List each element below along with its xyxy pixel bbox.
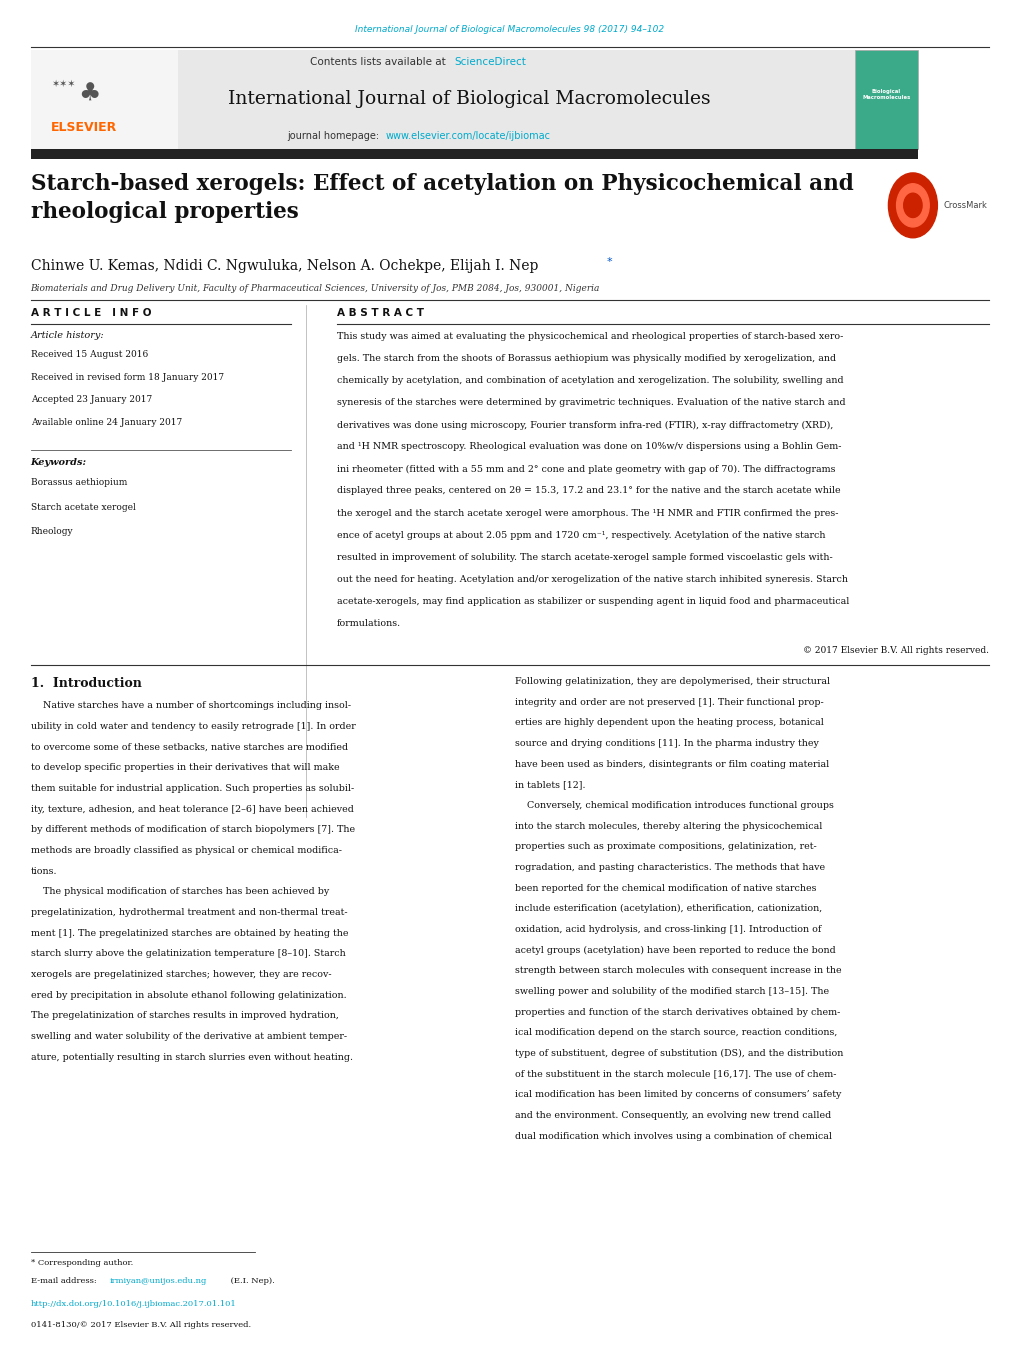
- Text: Contents lists available at: Contents lists available at: [310, 57, 448, 68]
- Text: dual modification which involves using a combination of chemical: dual modification which involves using a…: [515, 1132, 832, 1140]
- Text: International Journal of Biological Macromolecules: International Journal of Biological Macr…: [227, 89, 710, 108]
- Text: of the substituent in the starch molecule [16,17]. The use of chem-: of the substituent in the starch molecul…: [515, 1070, 836, 1078]
- Text: Starch acetate xerogel: Starch acetate xerogel: [31, 503, 136, 512]
- Text: include esterification (acetylation), etherification, cationization,: include esterification (acetylation), et…: [515, 904, 821, 913]
- Text: (E.I. Nep).: (E.I. Nep).: [228, 1277, 275, 1285]
- Text: http://dx.doi.org/10.1016/j.ijbiomac.2017.01.101: http://dx.doi.org/10.1016/j.ijbiomac.201…: [31, 1300, 236, 1308]
- Text: ity, texture, adhesion, and heat tolerance [2–6] have been achieved: ity, texture, adhesion, and heat toleran…: [31, 805, 354, 813]
- Text: ScienceDirect: ScienceDirect: [453, 57, 525, 68]
- Text: ini rheometer (fitted with a 55 mm and 2° cone and plate geometry with gap of 70: ini rheometer (fitted with a 55 mm and 2…: [336, 465, 835, 474]
- Text: erties are highly dependent upon the heating process, botanical: erties are highly dependent upon the hea…: [515, 719, 823, 727]
- Text: journal homepage:: journal homepage:: [287, 131, 382, 142]
- Text: Keywords:: Keywords:: [31, 458, 87, 467]
- Text: to develop specific properties in their derivatives that will make: to develop specific properties in their …: [31, 763, 339, 773]
- Text: Available online 24 January 2017: Available online 24 January 2017: [31, 417, 181, 427]
- Text: ✶✶✶: ✶✶✶: [51, 78, 75, 89]
- Text: 1.  Introduction: 1. Introduction: [31, 677, 142, 690]
- Text: rogradation, and pasting characteristics. The methods that have: rogradation, and pasting characteristics…: [515, 863, 824, 871]
- Text: ELSEVIER: ELSEVIER: [51, 120, 117, 134]
- Text: strength between starch molecules with consequent increase in the: strength between starch molecules with c…: [515, 966, 841, 975]
- Text: The pregelatinization of starches results in improved hydration,: The pregelatinization of starches result…: [31, 1011, 338, 1020]
- Text: to overcome some of these setbacks, native starches are modified: to overcome some of these setbacks, nati…: [31, 743, 347, 751]
- Text: formulations.: formulations.: [336, 619, 400, 628]
- Text: into the starch molecules, thereby altering the physicochemical: into the starch molecules, thereby alter…: [515, 821, 821, 831]
- Text: A R T I C L E   I N F O: A R T I C L E I N F O: [31, 308, 151, 317]
- Text: irmiyan@unijos.edu.ng: irmiyan@unijos.edu.ng: [110, 1277, 207, 1285]
- Text: and the environment. Consequently, an evolving new trend called: and the environment. Consequently, an ev…: [515, 1111, 830, 1120]
- Text: This study was aimed at evaluating the physicochemical and rheological propertie: This study was aimed at evaluating the p…: [336, 332, 842, 342]
- Text: pregelatinization, hydrothermal treatment and non-thermal treat-: pregelatinization, hydrothermal treatmen…: [31, 908, 346, 917]
- Text: Borassus aethiopium: Borassus aethiopium: [31, 478, 126, 488]
- FancyBboxPatch shape: [31, 50, 178, 149]
- Text: oxidation, acid hydrolysis, and cross-linking [1]. Introduction of: oxidation, acid hydrolysis, and cross-li…: [515, 925, 820, 934]
- FancyBboxPatch shape: [31, 149, 917, 159]
- Circle shape: [888, 173, 936, 238]
- Text: gels. The starch from the shoots of Borassus aethiopium was physically modified : gels. The starch from the shoots of Bora…: [336, 354, 835, 363]
- Text: them suitable for industrial application. Such properties as solubil-: them suitable for industrial application…: [31, 784, 354, 793]
- Text: www.elsevier.com/locate/ijbiomac: www.elsevier.com/locate/ijbiomac: [385, 131, 550, 142]
- Text: properties such as proximate compositions, gelatinization, ret-: properties such as proximate composition…: [515, 842, 816, 851]
- Text: ered by precipitation in absolute ethanol following gelatinization.: ered by precipitation in absolute ethano…: [31, 990, 345, 1000]
- Text: derivatives was done using microscopy, Fourier transform infra-red (FTIR), x-ray: derivatives was done using microscopy, F…: [336, 420, 833, 430]
- Text: been reported for the chemical modification of native starches: been reported for the chemical modificat…: [515, 884, 816, 893]
- Text: the xerogel and the starch acetate xerogel were amorphous. The ¹H NMR and FTIR c: the xerogel and the starch acetate xerog…: [336, 508, 838, 517]
- Text: swelling and water solubility of the derivative at ambient temper-: swelling and water solubility of the der…: [31, 1032, 346, 1040]
- Text: Rheology: Rheology: [31, 527, 73, 536]
- Text: The physical modification of starches has been achieved by: The physical modification of starches ha…: [31, 888, 328, 896]
- Text: ature, potentially resulting in starch slurries even without heating.: ature, potentially resulting in starch s…: [31, 1052, 353, 1062]
- Text: CrossMark: CrossMark: [943, 201, 986, 209]
- Text: Starch-based xerogels: Effect of acetylation on Physicochemical and
rheological : Starch-based xerogels: Effect of acetyla…: [31, 173, 853, 223]
- Text: source and drying conditions [11]. In the pharma industry they: source and drying conditions [11]. In th…: [515, 739, 818, 748]
- Text: Received in revised form 18 January 2017: Received in revised form 18 January 2017: [31, 373, 223, 381]
- Text: 0141-8130/© 2017 Elsevier B.V. All rights reserved.: 0141-8130/© 2017 Elsevier B.V. All right…: [31, 1321, 251, 1329]
- Circle shape: [903, 193, 921, 218]
- Text: in tablets [12].: in tablets [12].: [515, 781, 585, 789]
- Text: acetate-xerogels, may find application as stabilizer or suspending agent in liqu: acetate-xerogels, may find application a…: [336, 597, 848, 605]
- Text: Chinwe U. Kemas, Ndidi C. Ngwuluka, Nelson A. Ochekpe, Elijah I. Nep: Chinwe U. Kemas, Ndidi C. Ngwuluka, Nels…: [31, 259, 537, 273]
- Text: xerogels are pregelatinized starches; however, they are recov-: xerogels are pregelatinized starches; ho…: [31, 970, 331, 979]
- Text: properties and function of the starch derivatives obtained by chem-: properties and function of the starch de…: [515, 1008, 840, 1016]
- Text: and ¹H NMR spectroscopy. Rheological evaluation was done on 10%w/v dispersions u: and ¹H NMR spectroscopy. Rheological eva…: [336, 443, 841, 451]
- Text: E-mail address:: E-mail address:: [31, 1277, 99, 1285]
- Text: Biological
Macromolecules: Biological Macromolecules: [861, 89, 910, 100]
- Text: ical modification depend on the starch source, reaction conditions,: ical modification depend on the starch s…: [515, 1028, 837, 1038]
- Text: chemically by acetylation, and combination of acetylation and xerogelization. Th: chemically by acetylation, and combinati…: [336, 377, 843, 385]
- Text: type of substituent, degree of substitution (DS), and the distribution: type of substituent, degree of substitut…: [515, 1048, 843, 1058]
- Text: © 2017 Elsevier B.V. All rights reserved.: © 2017 Elsevier B.V. All rights reserved…: [803, 646, 988, 655]
- Text: *: *: [606, 257, 612, 266]
- Text: displayed three peaks, centered on 2θ = 15.3, 17.2 and 23.1° for the native and : displayed three peaks, centered on 2θ = …: [336, 486, 840, 496]
- Text: Received 15 August 2016: Received 15 August 2016: [31, 350, 148, 359]
- Text: swelling power and solubility of the modified starch [13–15]. The: swelling power and solubility of the mod…: [515, 986, 828, 996]
- Text: tions.: tions.: [31, 866, 57, 875]
- Text: starch slurry above the gelatinization temperature [8–10]. Starch: starch slurry above the gelatinization t…: [31, 950, 345, 958]
- Text: ment [1]. The pregelatinized starches are obtained by heating the: ment [1]. The pregelatinized starches ar…: [31, 928, 347, 938]
- FancyBboxPatch shape: [31, 50, 917, 149]
- Text: International Journal of Biological Macromolecules 98 (2017) 94–102: International Journal of Biological Macr…: [355, 26, 664, 34]
- Text: ♣: ♣: [78, 81, 101, 105]
- Text: Native starches have a number of shortcomings including insol-: Native starches have a number of shortco…: [31, 701, 351, 711]
- Text: Accepted 23 January 2017: Accepted 23 January 2017: [31, 396, 152, 404]
- Text: ical modification has been limited by concerns of consumers’ safety: ical modification has been limited by co…: [515, 1090, 841, 1100]
- Text: * Corresponding author.: * Corresponding author.: [31, 1259, 132, 1267]
- Text: Biomaterials and Drug Delivery Unit, Faculty of Pharmaceutical Sciences, Univers: Biomaterials and Drug Delivery Unit, Fac…: [31, 284, 599, 293]
- Text: A B S T R A C T: A B S T R A C T: [336, 308, 423, 317]
- Text: ence of acetyl groups at about 2.05 ppm and 1720 cm⁻¹, respectively. Acetylation: ence of acetyl groups at about 2.05 ppm …: [336, 531, 824, 539]
- Text: Following gelatinization, they are depolymerised, their structural: Following gelatinization, they are depol…: [515, 677, 829, 686]
- Text: Conversely, chemical modification introduces functional groups: Conversely, chemical modification introd…: [515, 801, 834, 809]
- Text: Article history:: Article history:: [31, 331, 104, 340]
- Circle shape: [896, 184, 928, 227]
- Text: methods are broadly classified as physical or chemical modifica-: methods are broadly classified as physic…: [31, 846, 341, 855]
- Text: ubility in cold water and tendency to easily retrograde [1]. In order: ubility in cold water and tendency to ea…: [31, 721, 355, 731]
- Text: have been used as binders, disintegrants or film coating material: have been used as binders, disintegrants…: [515, 759, 828, 769]
- Text: resulted in improvement of solubility. The starch acetate-xerogel sample formed : resulted in improvement of solubility. T…: [336, 553, 832, 562]
- FancyBboxPatch shape: [854, 50, 917, 149]
- Text: integrity and order are not preserved [1]. Their functional prop-: integrity and order are not preserved [1…: [515, 697, 823, 707]
- Text: acetyl groups (acetylation) have been reported to reduce the bond: acetyl groups (acetylation) have been re…: [515, 946, 835, 955]
- Text: by different methods of modification of starch biopolymers [7]. The: by different methods of modification of …: [31, 825, 355, 834]
- Text: out the need for heating. Acetylation and/or xerogelization of the native starch: out the need for heating. Acetylation an…: [336, 574, 847, 584]
- Text: syneresis of the starches were determined by gravimetric techniques. Evaluation : syneresis of the starches were determine…: [336, 399, 845, 408]
